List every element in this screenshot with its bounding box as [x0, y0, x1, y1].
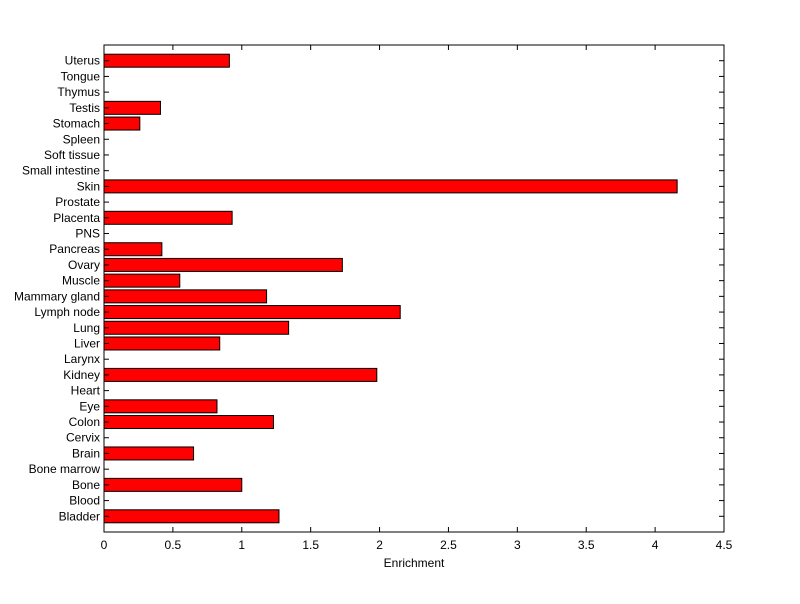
y-tick-label: Tongue [61, 69, 101, 83]
y-tick-label: Skin [77, 179, 100, 193]
bar-eye [103, 399, 218, 414]
plot-frame [103, 44, 725, 533]
y-tick-label: Heart [71, 384, 101, 398]
bar-bone [103, 477, 243, 492]
bar-kidney [103, 367, 378, 382]
x-tick-label: 1.5 [302, 538, 319, 552]
y-tick-label: PNS [75, 227, 100, 241]
bar-stomach [103, 116, 141, 131]
x-tick-label: 3.5 [578, 538, 595, 552]
y-tick-label: Mammary gland [14, 289, 100, 303]
y-tick-label: Small intestine [22, 164, 100, 178]
y-tick-label: Eye [79, 399, 100, 413]
y-tick-label: Kidney [63, 368, 100, 382]
plot-area [104, 45, 724, 532]
y-tick-label: Prostate [55, 195, 100, 209]
y-tick-label: Brain [72, 446, 100, 460]
y-tick-label: Soft tissue [44, 148, 100, 162]
y-tick-label: Bone [72, 478, 100, 492]
x-axis-label: Enrichment [384, 556, 445, 570]
bar-liver [103, 336, 221, 351]
y-tick-label: Muscle [62, 274, 100, 288]
bar-brain [103, 446, 195, 461]
y-tick-label: Larynx [64, 352, 100, 366]
bar-testis [103, 100, 161, 115]
bar-placenta [103, 210, 233, 225]
x-tick-label: 2.5 [440, 538, 457, 552]
x-tick-label: 3 [514, 538, 521, 552]
y-tick-label: Lung [73, 321, 100, 335]
x-tick-label: 4 [652, 538, 659, 552]
y-tick-label: Testis [69, 101, 100, 115]
y-tick-label: Bladder [59, 509, 100, 523]
y-tick-label: Cervix [66, 431, 100, 445]
y-tick-label: Thymus [57, 85, 100, 99]
y-tick-label: Stomach [53, 117, 100, 131]
bar-mammary-gland [103, 289, 268, 304]
bar-lung [103, 320, 290, 335]
bar-uterus [103, 53, 230, 68]
bar-pancreas [103, 242, 163, 257]
x-tick-label: 0.5 [165, 538, 182, 552]
y-tick-label: Colon [69, 415, 100, 429]
y-tick-label: Bone marrow [29, 462, 101, 476]
y-tick-label: Lymph node [34, 305, 100, 319]
bar-muscle [103, 273, 181, 288]
y-tick-label: Blood [69, 494, 100, 508]
x-tick-label: 2 [376, 538, 383, 552]
y-tick-label: Spleen [63, 132, 100, 146]
y-tick-label: Liver [74, 336, 100, 350]
y-tick-label: Pancreas [49, 242, 100, 256]
y-tick-label: Placenta [53, 211, 100, 225]
bar-colon [103, 415, 274, 430]
bar-skin [103, 179, 678, 194]
y-tick-label: Ovary [68, 258, 100, 272]
y-tick-label: Uterus [65, 54, 100, 68]
x-tick-label: 1 [238, 538, 245, 552]
bar-ovary [103, 257, 343, 272]
bar-lymph-node [103, 305, 401, 320]
x-tick-label: 4.5 [716, 538, 733, 552]
bar-bladder [103, 509, 280, 524]
x-tick-label: 0 [101, 538, 108, 552]
